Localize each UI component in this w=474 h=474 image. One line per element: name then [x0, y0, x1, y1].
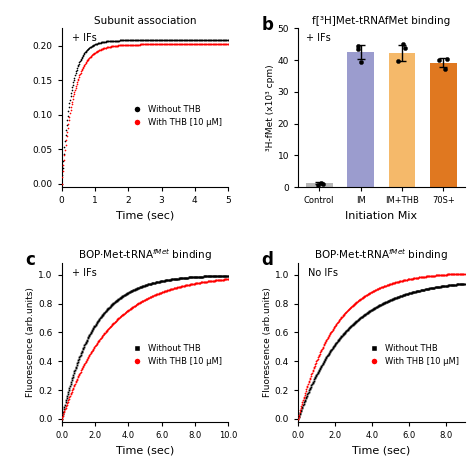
X-axis label: Time (sec): Time (sec)	[116, 210, 174, 221]
Y-axis label: ³H-fMet (x10³ cpm): ³H-fMet (x10³ cpm)	[266, 64, 275, 151]
Legend: Without THB, With THB [10 μM]: Without THB, With THB [10 μM]	[364, 343, 460, 368]
Bar	[430, 63, 457, 187]
Text: No IFs: No IFs	[308, 268, 338, 278]
Bar	[306, 183, 333, 187]
Text: b: b	[261, 16, 273, 34]
Text: d: d	[261, 251, 273, 269]
X-axis label: Initiation Mix: Initiation Mix	[345, 210, 417, 221]
Legend: Without THB, With THB [10 μM]: Without THB, With THB [10 μM]	[128, 103, 224, 128]
X-axis label: Time (sec): Time (sec)	[116, 446, 174, 456]
Bar	[389, 53, 416, 187]
Title: f[³H]Met-tRNAfMet binding: f[³H]Met-tRNAfMet binding	[312, 16, 450, 26]
Text: c: c	[25, 251, 35, 269]
Title: Subunit association: Subunit association	[93, 16, 196, 26]
Title: BOP$\cdot$Met-tRNA$^{fMet}$ binding: BOP$\cdot$Met-tRNA$^{fMet}$ binding	[314, 247, 448, 263]
Title: BOP$\cdot$Met-tRNA$^{fMet}$ binding: BOP$\cdot$Met-tRNA$^{fMet}$ binding	[78, 247, 212, 263]
Y-axis label: Fluorescence (arb.units): Fluorescence (arb.units)	[263, 288, 272, 398]
Y-axis label: Fluorescence (arb.units): Fluorescence (arb.units)	[27, 288, 36, 398]
Bar	[347, 52, 374, 187]
X-axis label: Time (sec): Time (sec)	[352, 446, 410, 456]
Text: + IFs: + IFs	[306, 33, 331, 43]
Text: + IFs: + IFs	[72, 268, 96, 278]
Legend: Without THB, With THB [10 μM]: Without THB, With THB [10 μM]	[128, 343, 224, 368]
Text: + IFs: + IFs	[72, 33, 96, 43]
